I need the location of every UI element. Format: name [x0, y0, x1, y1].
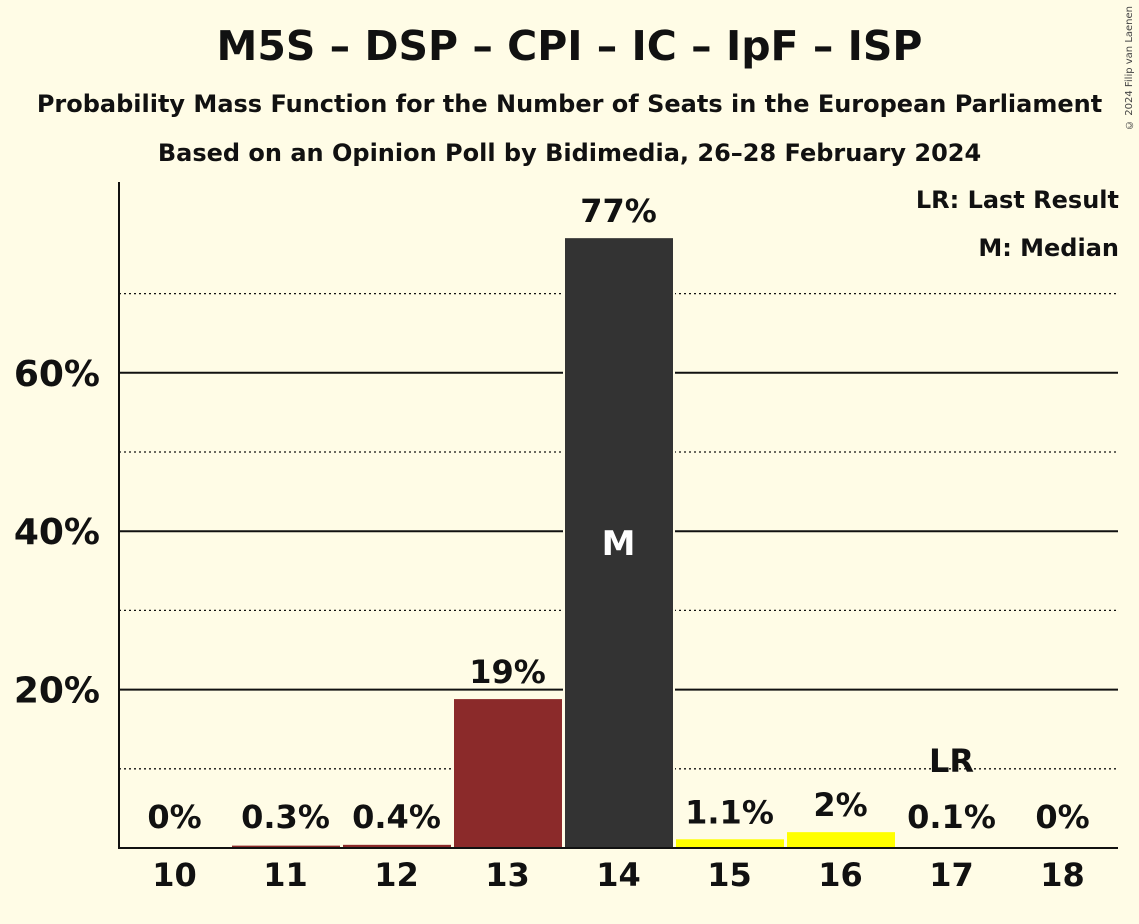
x-tick-label: 17 — [929, 856, 974, 894]
x-tick-label: 11 — [263, 856, 308, 894]
data-label: 19% — [469, 653, 546, 691]
bar-14 — [565, 238, 673, 848]
y-tick-label: 60% — [14, 354, 100, 395]
bar-16 — [787, 832, 895, 848]
data-label: 77% — [580, 192, 657, 230]
x-tick-label: 10 — [152, 856, 197, 894]
data-label: 0% — [147, 798, 201, 836]
chart-subtitle: Probability Mass Function for the Number… — [36, 90, 1103, 118]
chart-title: M5S – DSP – CPI – IC – IpF – ISP — [216, 22, 923, 70]
data-label: 0.1% — [907, 798, 996, 836]
x-tick-label: 18 — [1040, 856, 1085, 894]
data-label: 0% — [1035, 798, 1089, 836]
y-tick-label: 20% — [14, 671, 100, 712]
data-label: 2% — [813, 786, 867, 824]
bar-12 — [343, 844, 451, 848]
last-result-marker: LR — [929, 742, 974, 780]
y-tick-label: 40% — [14, 512, 100, 553]
data-label: 0.4% — [352, 798, 441, 836]
chart-subtitle-source: Based on an Opinion Poll by Bidimedia, 2… — [157, 139, 982, 167]
bar-15 — [676, 839, 784, 848]
x-tick-label: 14 — [596, 856, 641, 894]
x-tick-label: 12 — [374, 856, 419, 894]
x-tick-label: 15 — [707, 856, 752, 894]
legend-median: M: Median — [978, 234, 1119, 262]
x-tick-label: 13 — [485, 856, 530, 894]
bar-13 — [454, 699, 562, 848]
x-tick-label: 16 — [818, 856, 863, 894]
median-marker: M — [602, 524, 636, 564]
legend-last-result: LR: Last Result — [915, 186, 1119, 214]
bar-11 — [232, 845, 340, 848]
data-label: 0.3% — [241, 798, 330, 836]
data-label: 1.1% — [685, 793, 774, 831]
